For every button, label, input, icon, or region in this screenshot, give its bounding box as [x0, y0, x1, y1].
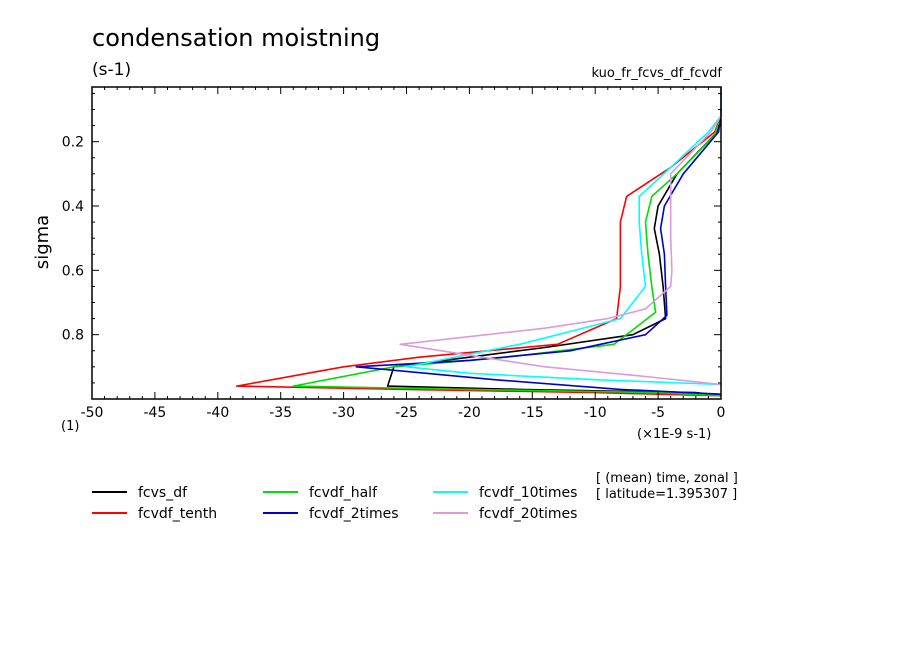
- legend-label-fcvdf-10times: fcvdf_10times: [479, 485, 577, 501]
- x-tick-label: -40: [206, 405, 229, 421]
- x-tick-label: -25: [395, 405, 418, 421]
- series-line-fcvdf-10times: [405, 87, 722, 386]
- x-tick-label: -10: [584, 405, 607, 421]
- x-tick-label: -15: [521, 405, 544, 421]
- legend-label-fcvdf-tenth: fcvdf_tenth: [138, 506, 217, 522]
- y-tick-label: 0.2: [62, 135, 84, 151]
- x-tick-label: 0: [717, 405, 726, 421]
- chart-title: condensation moistning: [92, 24, 380, 52]
- plot-frame: [91, 86, 722, 400]
- x-tick-label: -5: [651, 405, 665, 421]
- y-tick-label: 0.8: [62, 328, 84, 344]
- series-line-fcvdf-half: [292, 87, 722, 397]
- legend: fcvs_df fcvdf_tenth fcvdf_half fcvdf_2times…: [92, 485, 577, 522]
- series-line-fcvdf-20times: [399, 87, 722, 386]
- experiment-label: kuo_fr_fcvs_df_fcvdf: [591, 66, 722, 81]
- series-line-fcvdf-tenth: [235, 87, 722, 397]
- y-tick-label: 0.6: [62, 263, 84, 279]
- y-tick-label: 0.4: [62, 199, 84, 215]
- x-tick-label: -50: [81, 405, 104, 421]
- legend-label-fcvs-df: fcvs_df: [138, 485, 188, 501]
- annotation-line-1: [ (mean) time, zonal ]: [596, 471, 738, 486]
- x-tick-label: -20: [458, 405, 481, 421]
- y-axis-label: sigma: [32, 215, 53, 269]
- series-line-fcvdf-2times: [355, 87, 722, 395]
- units-label: (s-1): [92, 60, 131, 80]
- x-axis-units: (×1E-9 s-1): [637, 427, 711, 442]
- x-tick-label: -45: [143, 405, 166, 421]
- x-tick-label: -30: [332, 405, 355, 421]
- legend-label-fcvdf-half: fcvdf_half: [309, 485, 378, 501]
- legend-label-fcvdf-20times: fcvdf_20times: [479, 506, 577, 522]
- series-layer: [235, 87, 722, 397]
- y-origin-label: (1): [61, 419, 79, 434]
- legend-label-fcvdf-2times: fcvdf_2times: [309, 506, 399, 522]
- annotation-line-2: [ latitude=1.395307 ]: [596, 487, 737, 502]
- x-tick-label: -35: [269, 405, 292, 421]
